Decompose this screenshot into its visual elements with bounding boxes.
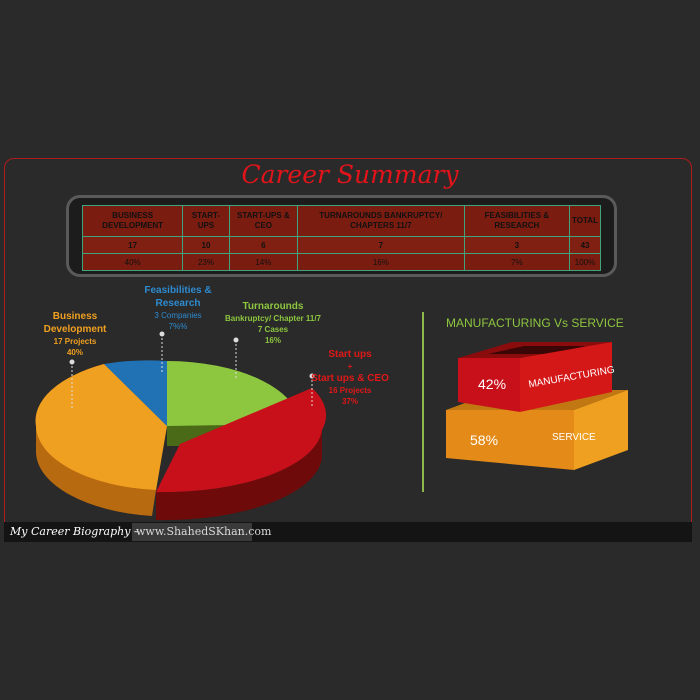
manufacturing-percent: 42% xyxy=(478,376,507,392)
header-cell: START-UPS & CEO xyxy=(228,205,299,237)
percent-cell: 40% xyxy=(81,253,184,271)
table-row-percents: 40% 23% 14% 16% 7% 100% xyxy=(81,253,601,271)
count-cell: 7 xyxy=(297,236,465,254)
manufacturing-block-side xyxy=(520,342,612,412)
summary-table-panel: BUSINESS DEVELOPMENT START-UPS START-UPS… xyxy=(66,195,617,277)
footer-text: My Career Biography – xyxy=(10,525,140,538)
label-business-development: Business Development 17 Projects 40% xyxy=(43,311,107,357)
header-cell: TURNAROUNDS BANKRUPTCY/ CHAPTERS 11/7 xyxy=(297,205,465,237)
percent-cell: 100% xyxy=(569,253,601,271)
percent-cell: 16% xyxy=(297,253,465,271)
percent-cell: 23% xyxy=(182,253,230,271)
divider-line xyxy=(422,312,424,492)
count-cell: 17 xyxy=(81,236,184,254)
service-label: SERVICE xyxy=(552,432,596,443)
count-cell: 3 xyxy=(463,236,571,254)
percent-cell: 14% xyxy=(228,253,299,271)
pie-slice-side-start-ups xyxy=(156,430,322,521)
service-percent: 58% xyxy=(470,432,499,448)
pie-slice-feasibilities-research xyxy=(104,360,167,426)
summary-table: BUSINESS DEVELOPMENT START-UPS START-UPS… xyxy=(81,205,601,271)
manufacturing-block-front xyxy=(458,358,520,412)
page-title: Career Summary xyxy=(241,160,459,189)
header-cell: TOTAL xyxy=(569,205,601,237)
header-cell: START-UPS xyxy=(182,205,230,237)
label-turnarounds: Turnarounds Bankruptcy/ Chapter 11/7 7 C… xyxy=(224,301,322,345)
footer-url-box xyxy=(132,523,252,541)
table-row-counts: 17 10 6 7 3 43 xyxy=(81,236,601,254)
service-block-front xyxy=(446,410,574,470)
manufacturing-block-top-inner xyxy=(488,346,586,354)
header-cell: FEASIBILITIES & RESEARCH xyxy=(463,205,571,237)
pie-slice-start-ups xyxy=(156,388,327,493)
label-feasibilities-research: Feasibilities & Research 3 Companies 7%% xyxy=(144,285,212,331)
mvs-title: MANUFACTURING Vs SERVICE xyxy=(446,316,624,330)
percent-cell: 7% xyxy=(463,253,571,271)
label-start-ups: Start ups + Start ups & CEO 16 Projects … xyxy=(311,349,389,406)
service-block-side xyxy=(574,390,628,470)
pie-slice-business-development xyxy=(35,364,167,490)
footer-url[interactable]: www.ShahedSKhan.com xyxy=(136,525,272,538)
